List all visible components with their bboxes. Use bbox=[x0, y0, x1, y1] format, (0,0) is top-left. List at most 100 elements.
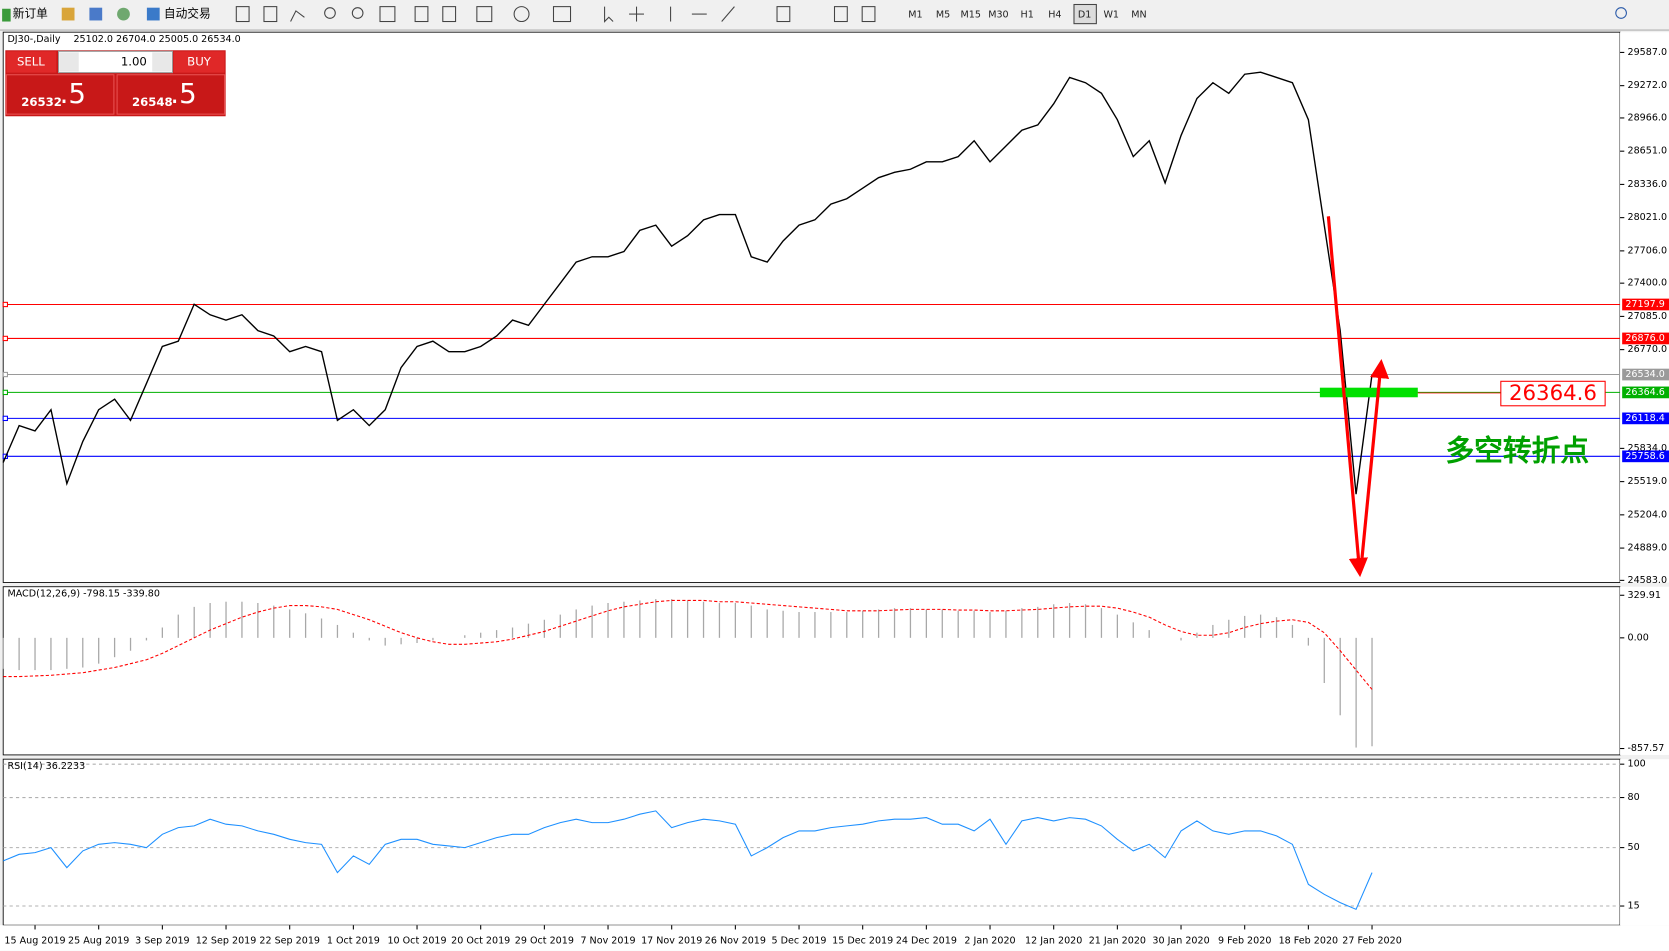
level-tag bbox=[1622, 386, 1669, 399]
timeframe-button[interactable]: M5 bbox=[936, 10, 950, 21]
search-icon[interactable] bbox=[1615, 7, 1627, 19]
lot-value[interactable]: 1.00 bbox=[121, 54, 147, 68]
lot-up[interactable] bbox=[152, 52, 172, 72]
y-tick-label: 26770.0 bbox=[1627, 344, 1667, 355]
price-line bbox=[2, 71, 1373, 495]
x-tick-label: 1 Oct 2019 bbox=[327, 936, 380, 947]
tool-icon[interactable] bbox=[552, 6, 572, 23]
timeframe-button[interactable]: W1 bbox=[1103, 10, 1119, 21]
x-tick-label: 17 Nov 2019 bbox=[641, 936, 702, 947]
macd-axis bbox=[1620, 586, 1669, 755]
auto-trading-button[interactable]: 自动交易 bbox=[164, 7, 211, 21]
sell-label[interactable]: SELL bbox=[17, 54, 45, 68]
tool-icon[interactable] bbox=[776, 6, 791, 23]
y-tick-label: 29272.0 bbox=[1627, 80, 1667, 91]
lot-input[interactable] bbox=[58, 50, 173, 74]
timeframe-button[interactable]: M1 bbox=[908, 10, 922, 21]
y-tick-label: 28021.0 bbox=[1627, 212, 1667, 223]
timeframe-button[interactable]: H4 bbox=[1048, 10, 1061, 21]
trendline-tool[interactable] bbox=[721, 6, 735, 22]
x-tick-label: 29 Oct 2019 bbox=[515, 936, 574, 947]
tool-icon[interactable] bbox=[351, 7, 364, 19]
level-tag bbox=[1622, 450, 1669, 463]
indicator-line bbox=[2, 810, 1373, 911]
panel-title: MACD(12,26,9) -798.15 -339.80 bbox=[7, 589, 160, 600]
buy-button[interactable] bbox=[173, 51, 225, 73]
timeframe-button[interactable]: H1 bbox=[1021, 10, 1034, 21]
new-order-button[interactable]: 新订单 bbox=[13, 7, 48, 21]
y-tick-label: 15 bbox=[1627, 901, 1639, 912]
level-handle bbox=[2, 371, 8, 378]
auto-trading-icon[interactable] bbox=[146, 7, 160, 21]
tool-icon[interactable] bbox=[235, 6, 250, 23]
timeframe-button[interactable]: M30 bbox=[988, 10, 1008, 21]
y-tick-label: 24889.0 bbox=[1627, 543, 1667, 554]
buy-label[interactable]: BUY bbox=[187, 54, 212, 68]
timeframe-button[interactable]: D1 bbox=[1078, 10, 1091, 21]
x-tick-label: 20 Oct 2019 bbox=[451, 936, 510, 947]
level-tag-label: 26364.6 bbox=[1625, 387, 1665, 398]
x-tick-label: 27 Feb 2020 bbox=[1342, 936, 1402, 947]
x-tick-label: 9 Feb 2020 bbox=[1218, 936, 1271, 947]
cursor-tool[interactable] bbox=[604, 6, 614, 23]
tool-icon[interactable] bbox=[379, 6, 396, 23]
level-tag bbox=[1622, 412, 1669, 425]
lot-down[interactable] bbox=[59, 52, 79, 72]
y-tick-label: 29587.0 bbox=[1627, 47, 1667, 58]
level-tag-label: 26876.0 bbox=[1625, 333, 1665, 344]
timeframe-button[interactable]: MN bbox=[1131, 10, 1146, 21]
bid-fraction: .5 bbox=[60, 77, 86, 110]
sell-button[interactable] bbox=[6, 51, 57, 73]
level-callout-box bbox=[1500, 380, 1606, 407]
toolbar-tools bbox=[235, 3, 1627, 25]
timeframe-button[interactable]: M15 bbox=[961, 10, 981, 21]
bid-price: 26532 bbox=[21, 95, 62, 109]
time-axis bbox=[0, 925, 1669, 951]
sell-price-box[interactable] bbox=[5, 74, 115, 115]
y-tick-label: 25834.0 bbox=[1627, 443, 1667, 454]
x-tick-label: 2 Jan 2020 bbox=[964, 936, 1015, 947]
tool-icon[interactable] bbox=[263, 6, 278, 23]
toolbar-icon[interactable] bbox=[117, 7, 130, 21]
level-tag-label: 26118.4 bbox=[1625, 413, 1665, 424]
x-tick-label: 24 Dec 2019 bbox=[896, 936, 957, 947]
rsi-panel bbox=[2, 758, 1621, 926]
x-tick-label: 18 Feb 2020 bbox=[1279, 936, 1339, 947]
new-order-icon[interactable] bbox=[2, 8, 11, 22]
turning-point-label: 多空转折点 bbox=[1445, 434, 1589, 468]
tool-icon[interactable] bbox=[513, 6, 530, 23]
signal-line bbox=[3, 599, 1373, 690]
level-tag-label: 26534.0 bbox=[1625, 369, 1665, 380]
plots: 29587.0 29272.0 28966.0 28651.0 28336.0 28021… bbox=[2, 34, 1669, 947]
y-tick-label: 28966.0 bbox=[1627, 112, 1667, 123]
level-handle bbox=[2, 389, 8, 396]
x-tick-label: 15 Aug 2019 bbox=[4, 936, 65, 947]
level-tag-label: 27197.9 bbox=[1625, 299, 1665, 310]
level-tag bbox=[1622, 368, 1669, 381]
tool-icon[interactable] bbox=[324, 7, 336, 19]
buy-price-box[interactable] bbox=[116, 74, 226, 115]
y-tick-label: 28336.0 bbox=[1627, 179, 1667, 190]
tool-icon[interactable] bbox=[833, 6, 848, 23]
level-tag bbox=[1622, 332, 1669, 345]
level-handle bbox=[2, 415, 8, 422]
toolbar-icon[interactable] bbox=[89, 7, 103, 21]
y-tick-label: -857.57 bbox=[1627, 743, 1664, 754]
tool-icon[interactable] bbox=[476, 6, 493, 23]
tool-icon[interactable] bbox=[290, 10, 305, 22]
level-tag-label: 25758.6 bbox=[1625, 451, 1665, 462]
tool-icon[interactable] bbox=[414, 6, 429, 23]
x-tick-label: 25 Aug 2019 bbox=[68, 936, 129, 947]
panel-title: DJ30-,Daily bbox=[7, 34, 60, 45]
macd-panel bbox=[2, 586, 1621, 756]
tool-icon[interactable] bbox=[442, 6, 457, 23]
up-arrow bbox=[1359, 358, 1390, 565]
x-tick-label: 5 Dec 2019 bbox=[772, 936, 827, 947]
y-tick-label: 0.00 bbox=[1627, 632, 1648, 643]
y-tick-label: 80 bbox=[1627, 792, 1639, 803]
toolbar-icon[interactable] bbox=[61, 7, 75, 21]
x-tick-label: 26 Nov 2019 bbox=[705, 936, 766, 947]
tool-icon[interactable] bbox=[861, 6, 876, 23]
y-tick-label: 24583.0 bbox=[1627, 575, 1667, 586]
